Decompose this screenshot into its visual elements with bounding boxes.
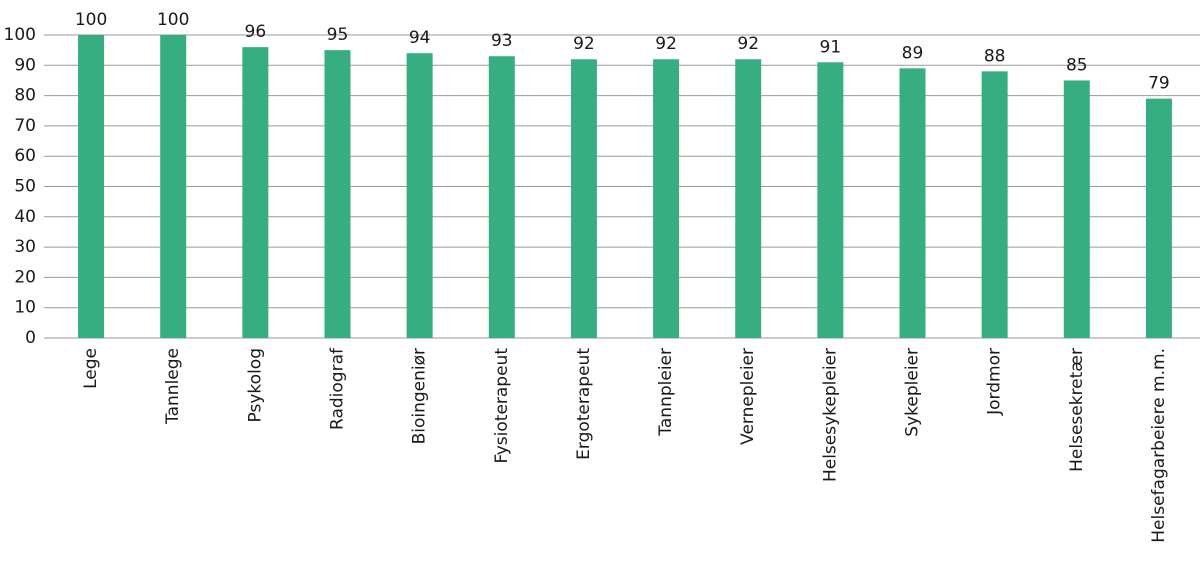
data-label: 89: [902, 43, 924, 63]
data-label: 100: [75, 10, 107, 30]
x-tick-label: Lege: [81, 348, 101, 389]
data-label: 88: [984, 46, 1006, 66]
x-tick-label: Sykepleier: [903, 348, 923, 437]
x-tick-label: Bioingeniør: [410, 348, 430, 444]
y-tick-label: 70: [14, 116, 36, 136]
x-tick-label: Tannpleier: [656, 348, 676, 437]
y-tick-label: 40: [14, 207, 36, 227]
y-tick-label: 0: [25, 328, 36, 348]
bar: [78, 35, 105, 338]
x-tick-label: Helsesekretær: [1067, 348, 1087, 472]
data-label: 92: [737, 34, 759, 54]
x-tick-label: Ergoterapeut: [574, 348, 594, 460]
bar: [735, 59, 762, 339]
bar: [653, 59, 680, 339]
data-label: 85: [1066, 55, 1088, 75]
y-tick-label: 50: [14, 177, 36, 197]
y-tick-label: 30: [14, 237, 36, 257]
x-tick-label: Psykolog: [245, 348, 265, 422]
bar: [899, 68, 926, 338]
y-tick-label: 90: [14, 55, 36, 75]
y-tick-label: 60: [14, 146, 36, 166]
bar: [981, 71, 1008, 339]
x-tick-label: Radiograf: [328, 347, 348, 430]
data-label: 93: [491, 31, 513, 51]
data-label: 100: [157, 10, 189, 30]
data-label: 94: [409, 28, 431, 48]
data-label: 92: [573, 34, 595, 54]
x-tick-label: Vernepleier: [738, 348, 758, 445]
data-label: 95: [327, 25, 349, 45]
y-tick-label: 10: [14, 298, 36, 318]
x-tick-label: Fysioterapeut: [492, 348, 512, 464]
bar: [817, 62, 844, 339]
x-tick-label: Jordmor: [985, 348, 1005, 416]
y-tick-label: 100: [4, 25, 36, 45]
data-label: 96: [245, 22, 267, 42]
data-label: 79: [1148, 74, 1170, 94]
x-tick-label: Helsesykepleier: [820, 348, 840, 482]
bar: [1063, 80, 1090, 338]
bar: [160, 35, 187, 338]
data-label: 92: [655, 34, 677, 54]
bar: [1145, 98, 1172, 338]
x-tick-label: Tannlege: [163, 348, 183, 425]
bar: [242, 47, 269, 339]
y-tick-label: 20: [14, 267, 36, 287]
bar: [324, 50, 351, 339]
y-tick-label: 80: [14, 86, 36, 106]
bar: [406, 53, 433, 339]
bar: [488, 56, 515, 339]
data-label: 91: [820, 37, 842, 57]
bar: [570, 59, 597, 339]
x-tick-label: Helsefagarbeiere m.m.: [1149, 348, 1169, 543]
